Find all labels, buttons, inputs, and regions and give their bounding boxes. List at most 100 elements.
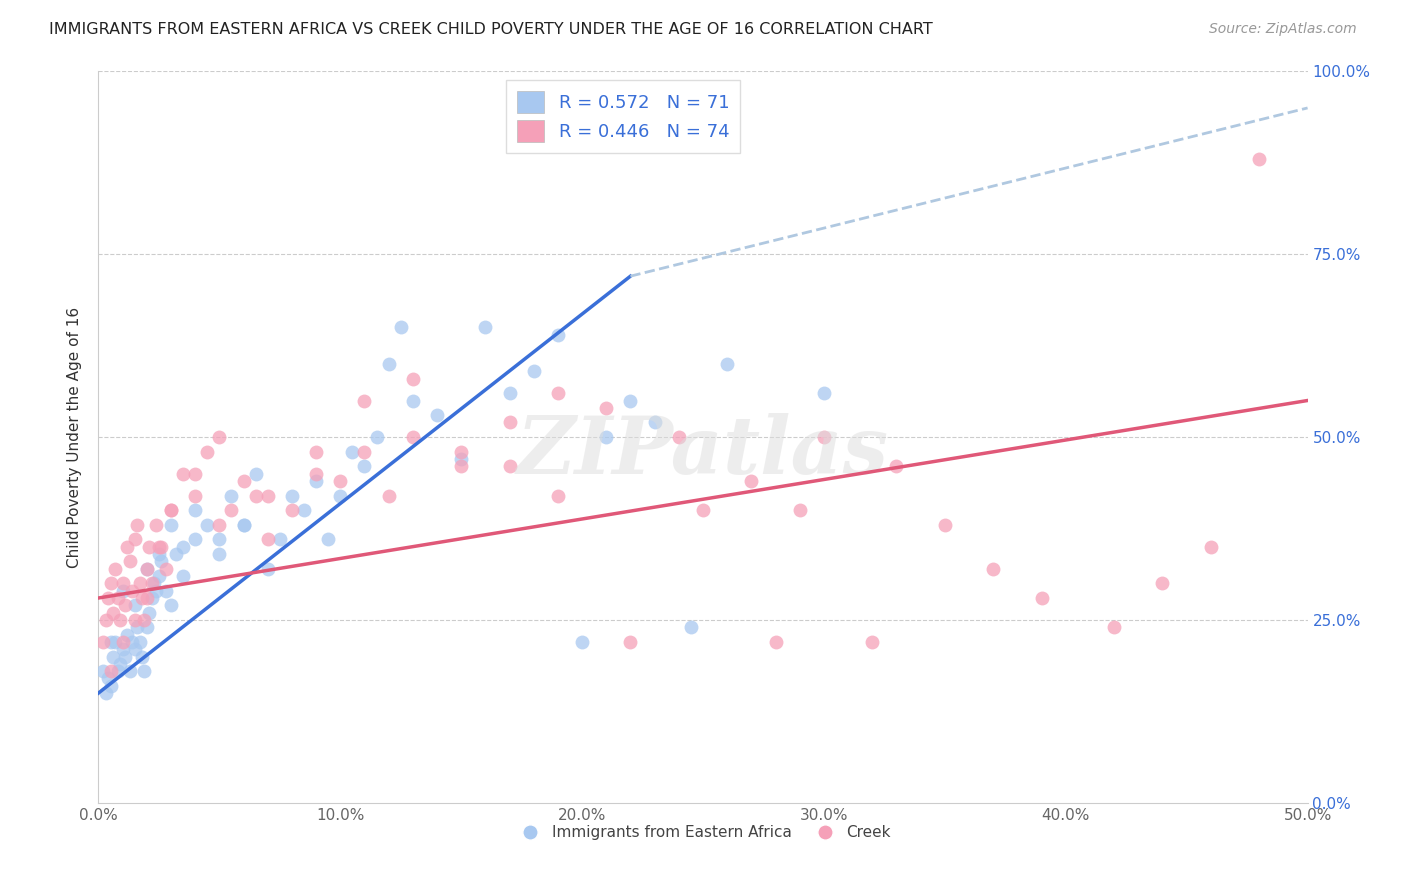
Point	[934, 517, 956, 532]
Point	[94, 686, 117, 700]
Point	[131, 591, 153, 605]
Point	[114, 649, 136, 664]
Point	[100, 679, 122, 693]
Point	[160, 503, 183, 517]
Point	[329, 474, 352, 488]
Point	[208, 430, 231, 444]
Point	[498, 416, 520, 430]
Point	[117, 627, 139, 641]
Text: IMMIGRANTS FROM EASTERN AFRICA VS CREEK CHILD POVERTY UNDER THE AGE OF 16 CORREL: IMMIGRANTS FROM EASTERN AFRICA VS CREEK …	[49, 22, 934, 37]
Point	[145, 517, 167, 532]
Text: Source: ZipAtlas.com: Source: ZipAtlas.com	[1209, 22, 1357, 37]
Point	[135, 591, 157, 605]
Point	[148, 547, 170, 561]
Point	[208, 547, 231, 561]
Legend: Immigrants from Eastern Africa, Creek: Immigrants from Eastern Africa, Creek	[509, 819, 897, 847]
Point	[121, 583, 143, 598]
Point	[114, 599, 136, 613]
Point	[245, 489, 267, 503]
Point	[981, 562, 1004, 576]
Point	[134, 664, 156, 678]
Point	[353, 459, 375, 474]
Point	[143, 576, 166, 591]
Point	[426, 408, 449, 422]
Point	[765, 635, 787, 649]
Point	[104, 562, 127, 576]
Point	[232, 517, 254, 532]
Point	[523, 364, 546, 378]
Point	[316, 533, 339, 547]
Point	[117, 540, 139, 554]
Point	[97, 672, 120, 686]
Point	[195, 517, 218, 532]
Point	[232, 474, 254, 488]
Point	[305, 474, 328, 488]
Point	[498, 459, 520, 474]
Point	[789, 503, 811, 517]
Point	[498, 386, 520, 401]
Point	[679, 620, 702, 634]
Point	[184, 533, 207, 547]
Point	[221, 503, 243, 517]
Point	[160, 517, 183, 532]
Point	[108, 657, 131, 671]
Point	[1031, 591, 1053, 605]
Point	[138, 606, 160, 620]
Point	[353, 444, 375, 458]
Point	[184, 489, 207, 503]
Point	[353, 393, 375, 408]
Point	[172, 540, 194, 554]
Y-axis label: Child Poverty Under the Age of 16: Child Poverty Under the Age of 16	[67, 307, 83, 567]
Point	[100, 576, 122, 591]
Point	[94, 613, 117, 627]
Point	[111, 576, 134, 591]
Point	[155, 583, 177, 598]
Point	[450, 459, 472, 474]
Point	[256, 533, 278, 547]
Point	[305, 444, 328, 458]
Point	[366, 430, 388, 444]
Point	[124, 642, 146, 657]
Point	[474, 320, 496, 334]
Point	[141, 591, 163, 605]
Point	[813, 386, 835, 401]
Point	[148, 540, 170, 554]
Point	[150, 554, 173, 568]
Point	[104, 635, 127, 649]
Point	[450, 452, 472, 467]
Point	[111, 635, 134, 649]
Point	[269, 533, 291, 547]
Point	[619, 635, 641, 649]
Point	[134, 613, 156, 627]
Point	[128, 635, 150, 649]
Point	[108, 613, 131, 627]
Point	[232, 517, 254, 532]
Point	[184, 503, 207, 517]
Point	[377, 357, 399, 371]
Point	[141, 576, 163, 591]
Point	[101, 606, 124, 620]
Point	[208, 533, 231, 547]
Point	[377, 489, 399, 503]
Point	[342, 444, 364, 458]
Point	[148, 569, 170, 583]
Point	[668, 430, 690, 444]
Point	[127, 517, 149, 532]
Point	[145, 583, 167, 598]
Point	[450, 444, 472, 458]
Point	[813, 430, 835, 444]
Point	[256, 562, 278, 576]
Text: ZIPatlas: ZIPatlas	[517, 413, 889, 491]
Point	[547, 386, 569, 401]
Point	[138, 540, 160, 554]
Point	[281, 489, 304, 503]
Point	[127, 620, 149, 634]
Point	[1102, 620, 1125, 634]
Point	[107, 664, 129, 678]
Point	[135, 562, 157, 576]
Point	[107, 591, 129, 605]
Point	[128, 576, 150, 591]
Point	[172, 569, 194, 583]
Point	[1152, 576, 1174, 591]
Point	[97, 591, 120, 605]
